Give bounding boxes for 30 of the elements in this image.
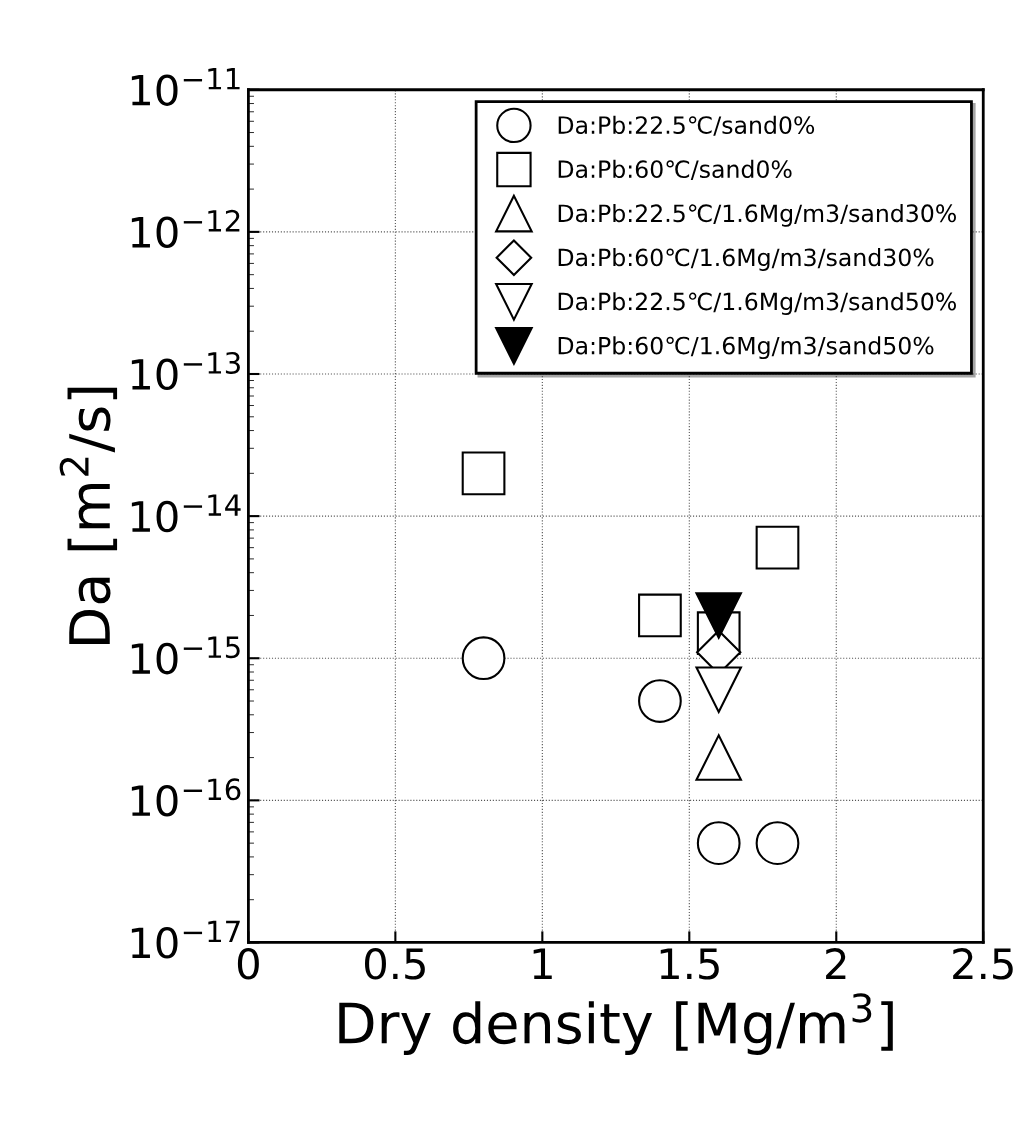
x-tick-label: 0.5 [364,948,425,980]
point [638,593,682,638]
legend-label: Da:Pb:22.5℃/1.6Mg/m3/sand50% [558,292,956,315]
x-tick-label: 1 [533,948,552,979]
y-axis-title: Da [m$^{2}$/s] [59,387,118,644]
point [695,666,742,714]
y-tick-label: 10$^{−16}$ [131,778,241,817]
point [755,525,800,570]
point [461,451,506,496]
legend-label: Da:Pb:60℃/1.6Mg/m3/sand50% [558,336,934,360]
point [638,679,682,723]
y-tick-label: 10$^{−12}$ [131,209,240,248]
legend-label: Da:Pb:22.5℃/sand0% [558,115,815,136]
point [696,821,741,866]
point [755,821,800,866]
point [695,592,742,639]
y-tick-label: 10$^{−11}$ [131,68,240,106]
x-tick-label: 1.5 [660,948,719,980]
x-tick-label: 0 [237,948,259,980]
point [461,636,506,681]
x-tick-label: 2.5 [953,948,1013,980]
y-tick-label: 10$^{−13}$ [131,351,240,391]
y-tick-label: 10$^{−14}$ [131,494,241,533]
legend-label: Da:Pb:60℃/1.6Mg/m3/sand30% [558,248,934,271]
x-axis-title: Dry density [Mg/m$^{3}$] [339,993,893,1055]
x-tick-label: 2 [826,948,846,979]
legend-label: Da:Pb:60℃/sand0% [558,159,792,180]
point [695,734,742,781]
legend-label: Da:Pb:22.5℃/1.6Mg/m3/sand30% [558,203,956,227]
y-tick-label: 10$^{−15}$ [131,636,240,675]
